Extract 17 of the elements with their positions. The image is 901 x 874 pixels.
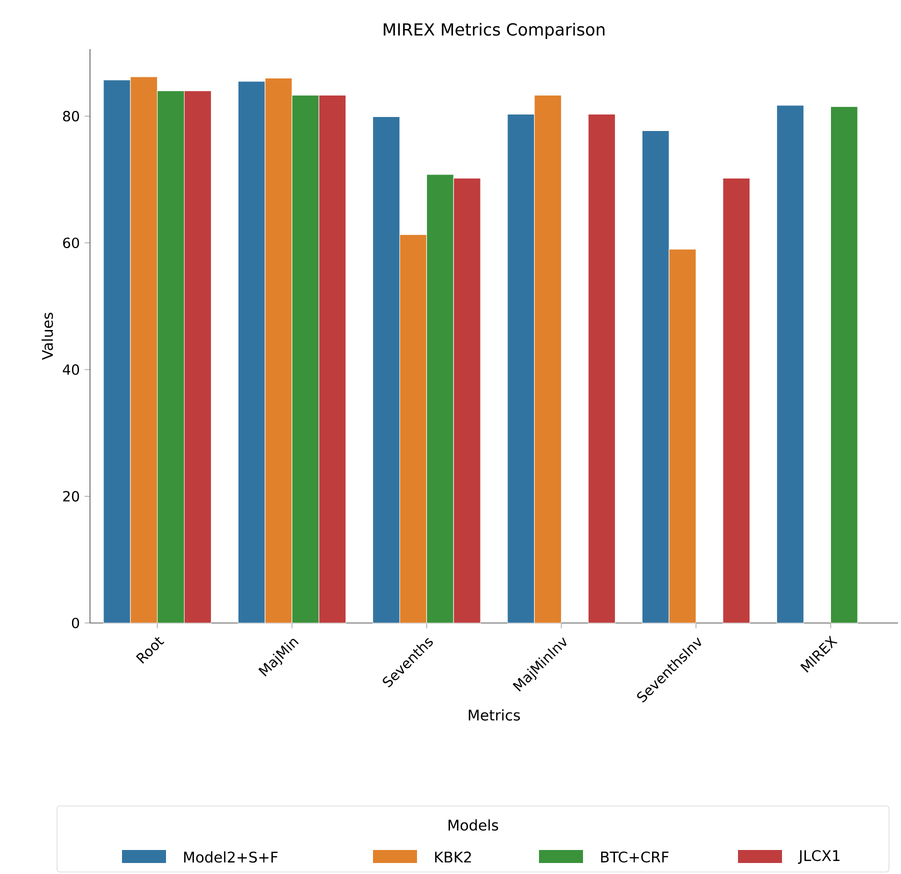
y-tick-label: 40	[62, 364, 80, 375]
bar	[830, 106, 858, 624]
bar	[776, 105, 804, 624]
bar	[588, 114, 616, 624]
chart-title: MIREX Metrics Comparison	[384, 22, 604, 39]
bar	[722, 178, 750, 624]
legend-title: Models	[448, 819, 498, 831]
y-tick-label: 0	[72, 618, 80, 628]
y-tick-label: 80	[63, 110, 80, 122]
x-axis-title: Metrics	[468, 709, 520, 721]
legend-label: JLCX1	[798, 850, 840, 864]
y-tick-label: 60	[63, 238, 80, 248]
legend-label: KBK2	[435, 852, 471, 862]
legend-label: BTC+CRF	[601, 851, 668, 863]
y-axis-title: Values	[42, 312, 53, 360]
y-tick-label: 20	[63, 490, 80, 502]
legend-label: Model2+S+F	[184, 851, 278, 863]
